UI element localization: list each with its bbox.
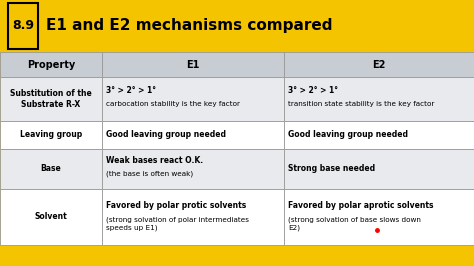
Text: Good leaving group needed: Good leaving group needed xyxy=(106,130,226,139)
Text: Property: Property xyxy=(27,60,75,69)
Text: Solvent: Solvent xyxy=(35,212,67,221)
Text: 3° > 2° > 1°: 3° > 2° > 1° xyxy=(106,86,156,95)
Bar xyxy=(284,149,474,189)
Bar xyxy=(284,77,474,121)
Text: 3° > 2° > 1°: 3° > 2° > 1° xyxy=(288,86,338,95)
Text: E2: E2 xyxy=(373,60,386,69)
Text: Strong base needed: Strong base needed xyxy=(288,164,375,173)
Bar xyxy=(102,52,284,77)
Bar xyxy=(284,189,474,245)
Text: Base: Base xyxy=(41,164,61,173)
Bar xyxy=(0,77,102,121)
Bar xyxy=(8,3,38,49)
Bar xyxy=(0,149,102,189)
Text: (strong solvation of polar intermediates
speeds up E1): (strong solvation of polar intermediates… xyxy=(106,217,249,231)
Text: Favored by polar protic solvents: Favored by polar protic solvents xyxy=(106,201,246,210)
Bar xyxy=(0,189,102,245)
Text: Leaving group: Leaving group xyxy=(20,130,82,139)
Text: carbocation stability is the key factor: carbocation stability is the key factor xyxy=(106,101,240,107)
Bar xyxy=(102,189,284,245)
Bar xyxy=(284,121,474,149)
Text: (the base is often weak): (the base is often weak) xyxy=(106,171,193,177)
Bar xyxy=(0,121,102,149)
Text: E1: E1 xyxy=(186,60,200,69)
Text: (strong solvation of base slows down
E2): (strong solvation of base slows down E2) xyxy=(288,217,421,231)
Text: 8.9: 8.9 xyxy=(12,19,34,32)
Bar xyxy=(102,121,284,149)
Bar xyxy=(102,149,284,189)
Text: Weak bases react O.K.: Weak bases react O.K. xyxy=(106,156,203,165)
Bar xyxy=(102,77,284,121)
Text: Good leaving group needed: Good leaving group needed xyxy=(288,130,409,139)
Text: transition state stability is the key factor: transition state stability is the key fa… xyxy=(288,101,435,107)
Text: E1 and E2 mechanisms compared: E1 and E2 mechanisms compared xyxy=(46,18,332,34)
Text: Favored by polar aprotic solvents: Favored by polar aprotic solvents xyxy=(288,201,434,210)
Bar xyxy=(0,52,102,77)
Text: Substitution of the
Substrate R-X: Substitution of the Substrate R-X xyxy=(10,89,92,109)
Bar xyxy=(284,52,474,77)
